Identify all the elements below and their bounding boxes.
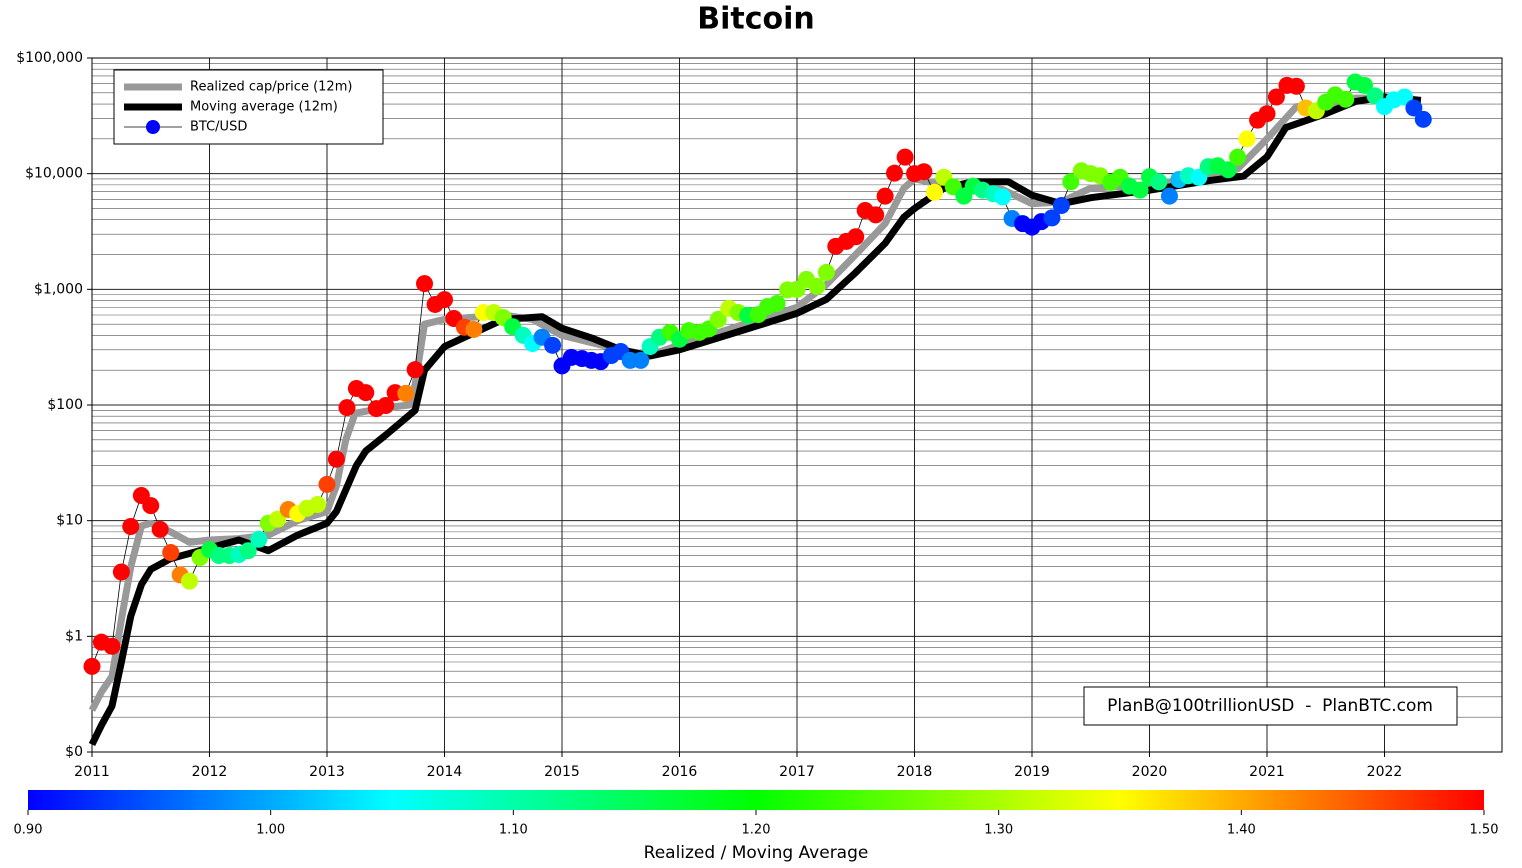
data-point: [808, 277, 826, 295]
data-point: [1131, 181, 1149, 199]
data-point: [632, 351, 650, 369]
colorbar-tick-label: 1.10: [499, 823, 528, 838]
x-tick-label: 2022: [1367, 764, 1403, 780]
x-tick-label: 2017: [779, 764, 815, 780]
annotation: PlanB@100trillionUSD - PlanBTC.com: [1107, 696, 1433, 716]
x-tick-label: 2019: [1014, 764, 1050, 780]
data-point: [915, 163, 933, 181]
data-point: [1219, 161, 1237, 179]
colorbar-tick-label: 0.90: [14, 823, 43, 838]
data-point: [896, 148, 914, 166]
x-tick-label: 2021: [1249, 764, 1285, 780]
data-point: [239, 542, 257, 560]
data-point: [83, 657, 101, 675]
data-point: [327, 450, 345, 468]
data-point: [1405, 99, 1423, 117]
series-line: [88, 94, 1422, 712]
annotation-box: [1083, 686, 1458, 726]
data-point: [318, 475, 336, 493]
data-point: [250, 530, 268, 548]
y-tick-label: $100,000: [16, 50, 83, 66]
x-tick-label: 2020: [1132, 764, 1168, 780]
data-point: [142, 497, 160, 515]
data-point: [151, 520, 169, 538]
colorbar-tick-label: 1.50: [1470, 823, 1499, 838]
legend-label: Realized cap/price (12m): [190, 80, 352, 95]
data-point: [103, 637, 121, 655]
x-tick-label: 2016: [662, 764, 698, 780]
data-point: [1267, 88, 1285, 106]
x-tick-label: 2012: [192, 764, 228, 780]
data-point: [406, 361, 424, 379]
data-point: [112, 563, 130, 581]
y-tick-label: $100: [47, 397, 83, 413]
colorbar-tick-label: 1.40: [1227, 823, 1256, 838]
data-point: [162, 544, 180, 562]
colorbar-tick-label: 1.30: [984, 823, 1013, 838]
data-point: [122, 518, 140, 536]
data-point: [544, 336, 562, 354]
y-tick-label: $0: [65, 744, 83, 760]
data-point: [768, 294, 786, 312]
data-point: [1337, 90, 1355, 108]
data-point: [709, 310, 727, 328]
x-tick-label: 2018: [897, 764, 933, 780]
legend-label: BTC/USD: [190, 120, 247, 135]
data-point: [867, 206, 885, 224]
data-point: [436, 291, 453, 309]
data-point: [1150, 173, 1168, 191]
y-tick-label: $10,000: [25, 166, 83, 182]
data-point: [397, 384, 415, 402]
data-point: [1258, 105, 1276, 123]
data-point: [925, 183, 943, 201]
data-point: [994, 188, 1012, 206]
data-point: [1062, 173, 1080, 191]
plot-frame: [91, 57, 1503, 753]
data-point: [1160, 187, 1178, 205]
x-tick-label: 2015: [544, 764, 580, 780]
y-tick-label: $1,000: [34, 281, 83, 297]
data-point: [1052, 197, 1070, 215]
data-point: [1356, 76, 1374, 94]
colorbar-tick-label: 1.20: [742, 823, 771, 838]
y-tick-label: $10: [56, 513, 83, 529]
data-point: [465, 320, 483, 338]
data-point: [1043, 209, 1061, 227]
x-tick-label: 2011: [74, 764, 110, 780]
data-point: [338, 399, 356, 417]
data-point: [309, 495, 327, 513]
colorbar-label: Realized / Moving Average: [644, 843, 869, 863]
y-tick-label: $1: [65, 628, 83, 644]
x-tick-label: 2013: [309, 764, 345, 780]
data-point: [1414, 110, 1432, 128]
data-point: [357, 384, 375, 402]
data-point: [1238, 130, 1256, 148]
data-point: [1287, 77, 1305, 95]
data-point: [377, 397, 395, 415]
data-point: [181, 572, 199, 590]
data-point: [1229, 148, 1247, 166]
colorbar-tick-label: 1.00: [256, 823, 285, 838]
data-point: [817, 263, 835, 281]
data-point: [416, 275, 434, 293]
legend-swatch: [146, 120, 160, 134]
data-point: [847, 228, 865, 246]
data-point: [876, 187, 894, 205]
x-tick-label: 2014: [427, 764, 463, 780]
data-point: [886, 164, 904, 182]
chart-title: Bitcoin: [697, 2, 815, 37]
colorbar: [28, 790, 1484, 810]
legend-label: Moving average (12m): [190, 100, 338, 115]
